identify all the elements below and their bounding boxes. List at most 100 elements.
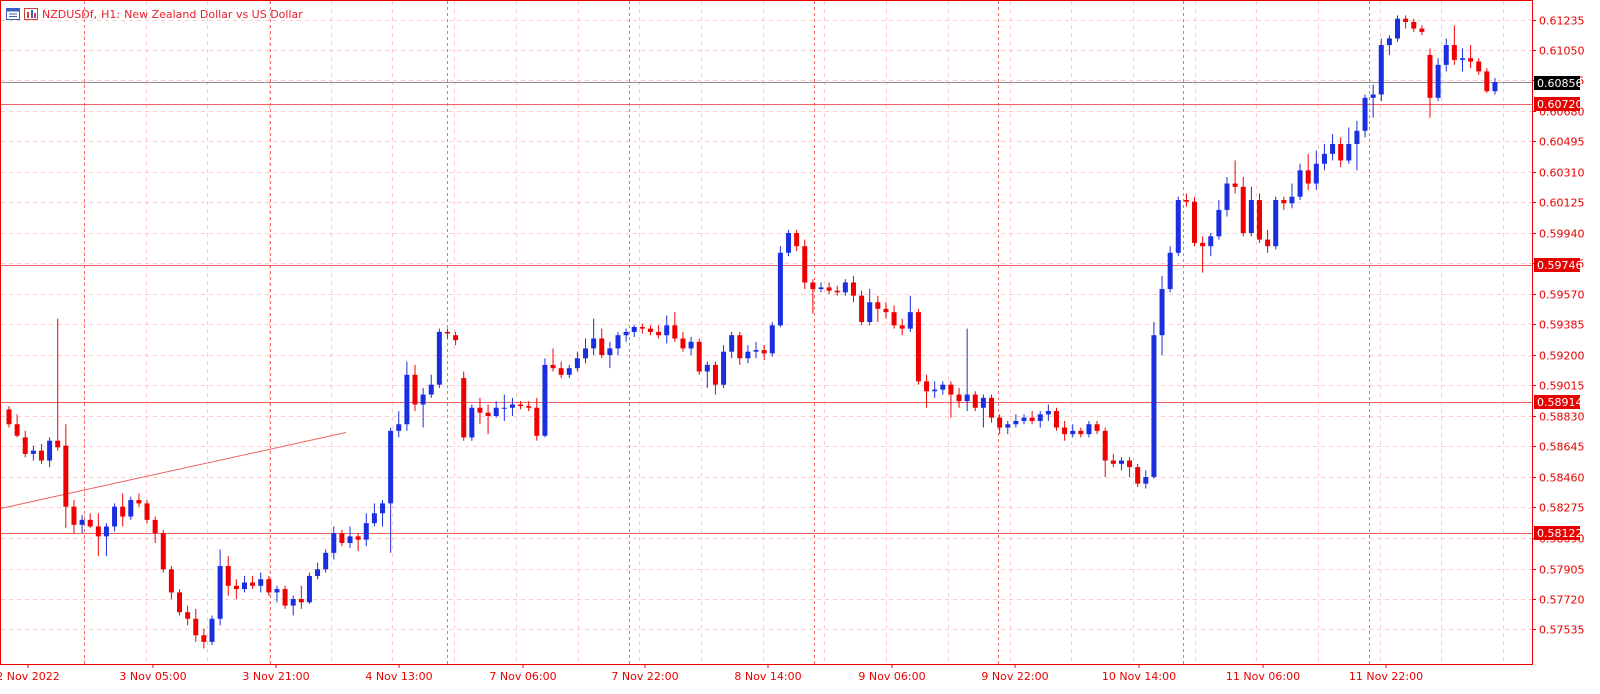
candle[interactable] (1078, 427, 1084, 438)
candle[interactable] (980, 394, 986, 428)
candle[interactable] (306, 572, 312, 604)
candle[interactable] (282, 585, 288, 609)
candle[interactable] (1403, 15, 1409, 29)
candle[interactable] (1143, 470, 1149, 489)
candle[interactable] (22, 430, 28, 458)
candle[interactable] (1159, 275, 1165, 355)
candle[interactable] (1313, 150, 1319, 191)
candle[interactable] (599, 328, 605, 359)
candle[interactable] (591, 318, 597, 355)
indicator-icon[interactable] (24, 8, 38, 20)
candle[interactable] (647, 325, 653, 336)
candle[interactable] (745, 345, 751, 364)
candle[interactable] (1175, 196, 1181, 257)
candle[interactable] (453, 331, 459, 346)
candle[interactable] (989, 394, 995, 423)
candle[interactable] (997, 414, 1003, 435)
candle[interactable] (518, 401, 524, 410)
candle[interactable] (1029, 411, 1035, 425)
candle[interactable] (1492, 78, 1498, 95)
candle[interactable] (1386, 35, 1392, 55)
candle[interactable] (696, 338, 702, 375)
candle[interactable] (469, 404, 475, 441)
candle[interactable] (1167, 246, 1173, 293)
candle[interactable] (1200, 236, 1206, 273)
candle[interactable] (1378, 38, 1384, 102)
candle[interactable] (493, 401, 499, 418)
candle[interactable] (1395, 15, 1401, 42)
candle[interactable] (1468, 45, 1474, 69)
candle[interactable] (1305, 153, 1311, 191)
candle[interactable] (1094, 420, 1100, 435)
candle[interactable] (972, 391, 978, 412)
candle[interactable] (193, 608, 199, 642)
candle[interactable] (680, 331, 686, 352)
candle[interactable] (1451, 25, 1457, 65)
candle[interactable] (1062, 420, 1068, 441)
candle[interactable] (428, 374, 434, 398)
candle[interactable] (550, 348, 556, 372)
candle[interactable] (688, 336, 694, 355)
candle[interactable] (915, 308, 921, 385)
candle[interactable] (1476, 58, 1482, 75)
candle[interactable] (509, 397, 515, 416)
candle[interactable] (1208, 233, 1214, 257)
candle[interactable] (258, 572, 264, 593)
candle[interactable] (1338, 137, 1344, 168)
candle[interactable] (485, 404, 491, 435)
candle[interactable] (1192, 196, 1198, 247)
candle[interactable] (534, 397, 540, 441)
candle[interactable] (948, 381, 954, 418)
candle[interactable] (729, 331, 735, 359)
candle[interactable] (79, 514, 85, 534)
candle[interactable] (315, 562, 321, 580)
candle[interactable] (168, 566, 174, 599)
chart-window-icon[interactable] (6, 8, 20, 20)
candle[interactable] (1443, 38, 1449, 72)
candle[interactable] (1013, 414, 1019, 428)
candle[interactable] (907, 295, 913, 332)
candle[interactable] (1021, 414, 1027, 425)
candle[interactable] (14, 414, 20, 438)
candle[interactable] (388, 427, 394, 553)
candle[interactable] (1346, 127, 1352, 164)
candle[interactable] (932, 381, 938, 398)
candle[interactable] (128, 496, 134, 520)
candle[interactable] (420, 387, 426, 428)
candle[interactable] (631, 325, 637, 337)
candle[interactable] (347, 526, 353, 548)
candle[interactable] (1248, 186, 1254, 237)
candle[interactable] (55, 318, 61, 451)
candle[interactable] (1135, 463, 1141, 487)
candle[interactable] (112, 503, 118, 532)
candle[interactable] (1240, 176, 1246, 237)
candle[interactable] (396, 411, 402, 438)
candle[interactable] (339, 529, 345, 547)
candle[interactable] (859, 290, 865, 326)
candle[interactable] (753, 341, 759, 359)
candle[interactable] (1435, 58, 1441, 102)
candle[interactable] (323, 549, 329, 573)
candle[interactable] (47, 437, 53, 468)
candle[interactable] (355, 533, 361, 552)
candle[interactable] (120, 493, 126, 527)
candle[interactable] (737, 331, 743, 365)
candle[interactable] (185, 605, 191, 626)
candle[interactable] (672, 312, 678, 342)
candle[interactable] (1053, 407, 1059, 431)
candle[interactable] (233, 579, 239, 599)
candle[interactable] (639, 323, 645, 334)
candle[interactable] (404, 361, 410, 431)
candle[interactable] (1005, 420, 1011, 435)
candle[interactable] (436, 328, 442, 388)
candle[interactable] (1127, 457, 1133, 477)
candle[interactable] (875, 295, 881, 323)
candle[interactable] (769, 322, 775, 357)
candle[interactable] (558, 361, 564, 379)
candle[interactable] (786, 229, 792, 257)
candle[interactable] (1330, 134, 1336, 161)
candle[interactable] (712, 361, 718, 395)
candle[interactable] (956, 387, 962, 408)
candle[interactable] (63, 424, 69, 529)
